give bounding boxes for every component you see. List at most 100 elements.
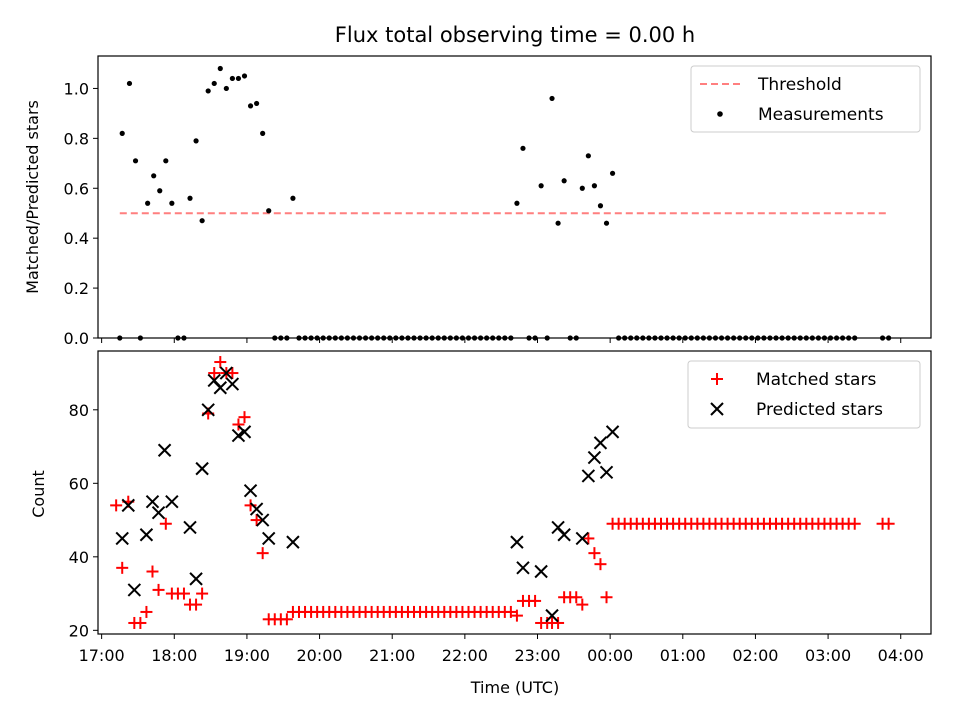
predicted-x-b — [593, 436, 608, 450]
predicted-star-point — [243, 483, 258, 498]
measurement-point — [538, 183, 544, 189]
matched-star-point — [196, 587, 209, 600]
measurement-point — [609, 170, 616, 176]
predicted-star-point — [201, 403, 215, 417]
predicted-x-b — [219, 366, 234, 380]
matched-star-point — [848, 517, 861, 530]
measurement-point — [597, 203, 604, 209]
x-tick-label: 21:00 — [369, 646, 415, 665]
matched-star-point — [159, 517, 172, 530]
measurement-point — [520, 145, 526, 151]
predicted-x-b — [581, 469, 596, 483]
x-tick-label: 20:00 — [297, 646, 343, 665]
bottom-legend: Matched stars Predicted stars — [687, 360, 921, 429]
measurement-point — [199, 218, 205, 224]
predicted-x-b — [587, 450, 602, 465]
predicted-x-b — [165, 494, 179, 509]
measurement-point — [514, 200, 520, 206]
predicted-x-b — [255, 513, 270, 527]
predicted-star-point — [165, 494, 179, 509]
bottom-axes: 20 40 60 80 17:00 18:00 19:00 20:00 21:00 22:00 23… — [69, 401, 924, 665]
predicted-star-point — [213, 381, 227, 395]
matched-star-point — [504, 605, 517, 618]
legend-threshold-label: Threshold — [757, 75, 842, 95]
predicted-x-b — [157, 443, 172, 457]
predicted-x-b — [115, 531, 129, 546]
predicted-x-b — [207, 373, 221, 388]
predicted-star-point — [225, 377, 240, 391]
legend-matched-swatch — [711, 373, 723, 385]
matched-star-point — [214, 356, 227, 369]
predicted-star-point — [575, 531, 590, 546]
measurement-point — [266, 208, 272, 214]
measurement-point — [151, 173, 157, 179]
matched-star-point — [280, 613, 293, 626]
legend-measurements-label: Measurements — [758, 105, 884, 125]
predicted-star-point — [545, 608, 559, 623]
measurement-point — [187, 195, 193, 201]
predicted-star-point — [237, 425, 252, 439]
measurement-point — [591, 183, 598, 189]
matched-star-point — [882, 517, 895, 530]
matched-star-point — [570, 591, 583, 604]
predicted-star-point — [121, 498, 135, 513]
matched-star-point — [582, 532, 595, 545]
measurement-point — [211, 80, 217, 87]
legend-predicted-label: Predicted stars — [756, 400, 883, 420]
top-y-tick-label: 0.6 — [64, 179, 89, 198]
top-y-axis-label: Matched/Predicted stars — [23, 100, 42, 294]
predicted-x-b — [237, 425, 252, 439]
predicted-x-b — [121, 498, 135, 513]
predicted-star-point — [262, 531, 276, 546]
measurement-point — [205, 88, 211, 94]
matched-star-point — [576, 598, 589, 611]
predicted-star-point — [557, 528, 571, 542]
predicted-star-point — [139, 528, 154, 542]
predicted-x-b — [545, 608, 559, 623]
x-tick-label: 23:00 — [514, 646, 560, 665]
measurement-point — [549, 95, 555, 102]
predicted-star-point — [510, 535, 524, 549]
measurement-point — [561, 178, 567, 184]
measurement-point — [235, 75, 242, 82]
predicted-star-point — [516, 561, 530, 575]
predicted-x-b — [510, 535, 524, 549]
predicted-star-point — [127, 583, 142, 597]
x-tick-label: 22:00 — [442, 646, 488, 665]
matched-star-point — [140, 605, 153, 618]
predicted-x-b — [557, 528, 571, 542]
predicted-star-point — [599, 465, 614, 479]
predicted-star-point — [534, 564, 548, 579]
predicted-star-point — [183, 520, 197, 535]
predicted-star-point — [151, 506, 166, 520]
matched-star-point — [116, 561, 129, 574]
predicted-x-b — [225, 377, 240, 391]
predicted-x-b — [139, 528, 154, 542]
measurement-point — [603, 220, 610, 226]
measurement-point — [132, 158, 139, 164]
x-axis-label: Time (UTC) — [470, 678, 559, 697]
measurement-point — [260, 130, 266, 136]
top-y-tick-label: 0.4 — [64, 229, 89, 248]
bottom-y-axis-label: Count — [29, 470, 48, 518]
matched-star-point — [177, 587, 190, 600]
predicted-x-b — [262, 531, 276, 546]
matched-star-point — [152, 583, 165, 596]
measurement-point — [193, 138, 199, 144]
predicted-star-point — [157, 443, 172, 457]
predicted-x-b — [189, 572, 203, 586]
top-legend: Threshold Measurements — [690, 65, 921, 133]
predicted-star-point — [593, 436, 608, 450]
top-legend-box — [690, 65, 921, 133]
matched-star-point — [226, 367, 239, 380]
predicted-star-point — [231, 428, 246, 443]
predicted-star-point — [145, 494, 160, 509]
top-y-tick-label: 1.0 — [64, 79, 89, 98]
predicted-x-b — [127, 583, 142, 597]
predicted-star-point — [189, 572, 203, 586]
measurement-point — [163, 158, 169, 164]
matched-star-point — [232, 418, 245, 431]
top-y-tick-label: 0.0 — [64, 329, 89, 348]
predicted-star-point — [195, 461, 209, 476]
top-y-tick-label: 0.8 — [64, 129, 89, 148]
